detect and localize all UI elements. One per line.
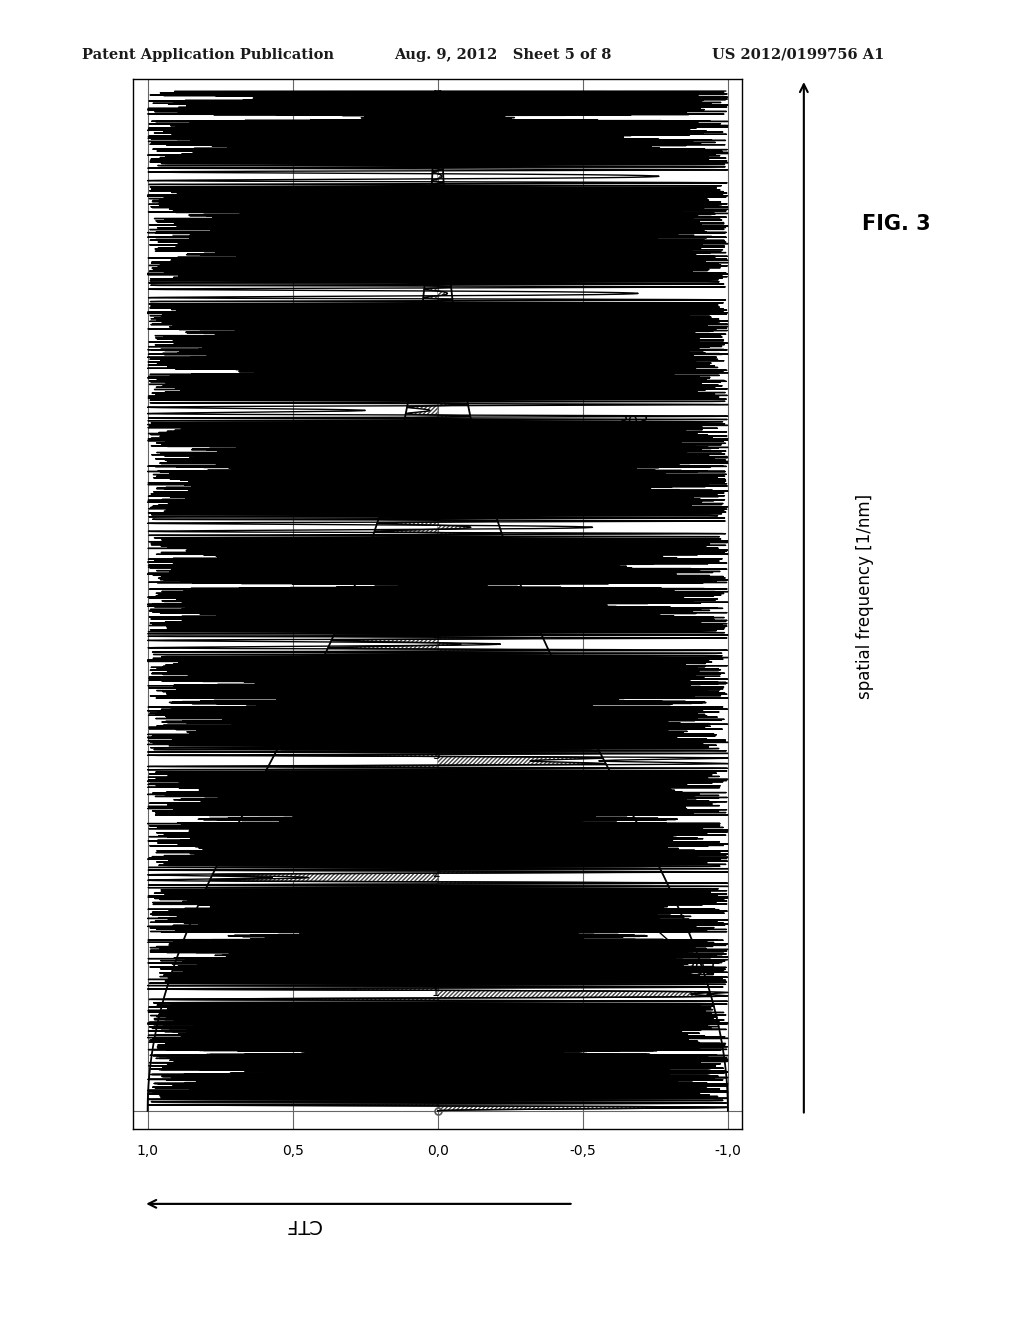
Text: 7: 7	[432, 275, 440, 288]
Text: 8: 8	[432, 156, 440, 169]
Text: US 2012/0199756 A1: US 2012/0199756 A1	[712, 48, 884, 62]
Text: Patent Application Publication: Patent Application Publication	[82, 48, 334, 62]
Text: -0,5: -0,5	[569, 1144, 596, 1158]
Text: 303: 303	[562, 414, 649, 458]
Text: 0,5: 0,5	[282, 1144, 304, 1158]
Text: 3: 3	[432, 748, 440, 762]
Text: -1,0: -1,0	[715, 1144, 741, 1158]
Text: FIG. 3: FIG. 3	[861, 214, 931, 235]
Text: Aug. 9, 2012   Sheet 5 of 8: Aug. 9, 2012 Sheet 5 of 8	[394, 48, 611, 62]
Text: 1: 1	[432, 986, 440, 999]
Text: spatial frequency [1/nm]: spatial frequency [1/nm]	[856, 494, 874, 700]
Text: 0,0: 0,0	[427, 1144, 449, 1158]
Text: 5: 5	[432, 511, 440, 524]
Text: 4: 4	[432, 630, 440, 643]
Text: 301: 301	[328, 965, 359, 990]
Text: 2: 2	[432, 867, 440, 880]
Text: 6: 6	[432, 393, 440, 405]
Text: 302: 302	[649, 923, 716, 978]
Text: CTF: CTF	[284, 1216, 321, 1234]
Text: 1,0: 1,0	[136, 1144, 159, 1158]
